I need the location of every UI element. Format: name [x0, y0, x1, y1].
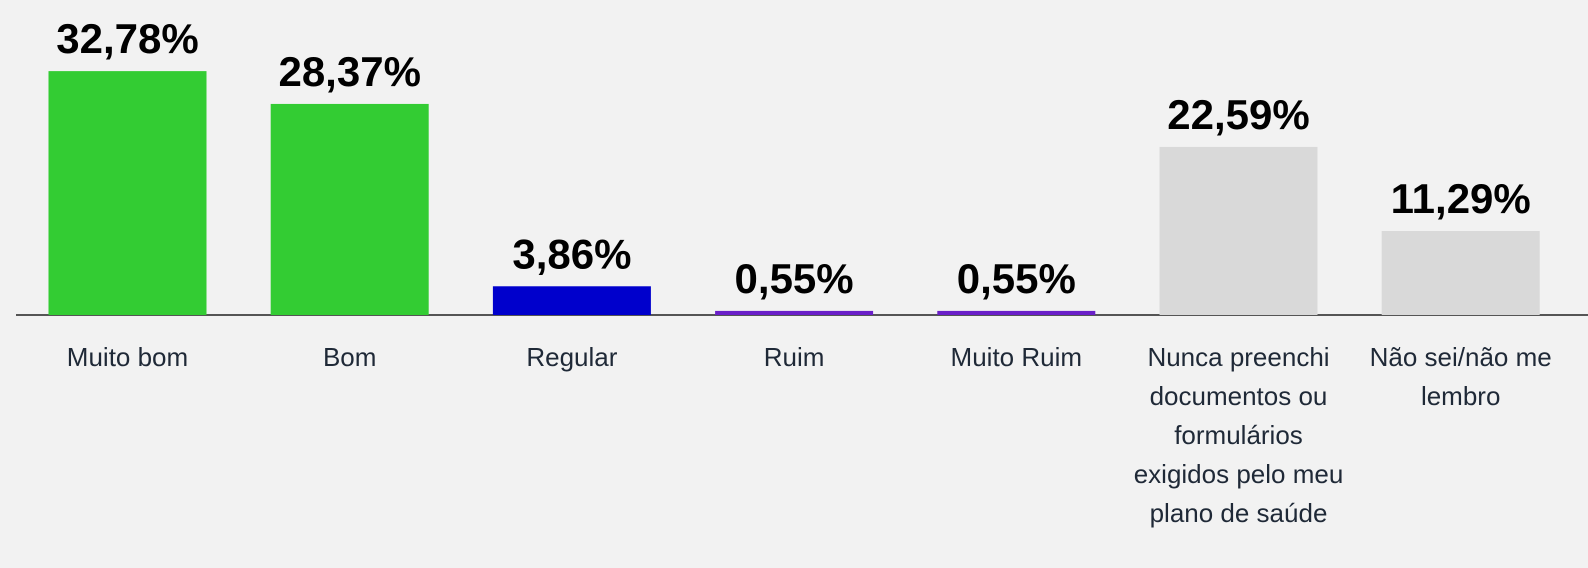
x-tick-label: Bom: [322, 342, 377, 372]
bar: [1381, 231, 1540, 315]
x-tick-label: Muito bom: [66, 342, 189, 372]
bar: [270, 103, 429, 315]
value-label: 32,78%: [56, 15, 198, 62]
bar: [492, 286, 651, 315]
bar: [48, 71, 207, 316]
x-tick-label: Ruim: [763, 342, 825, 372]
bar: [937, 310, 1096, 315]
value-label: 0,55%: [735, 255, 854, 302]
x-tick-label: Muito Ruim: [950, 342, 1083, 372]
x-tick-label: Não sei/não me lembro: [1369, 342, 1552, 411]
x-tick-label: Nunca preenchi documentos ou formulários…: [1133, 342, 1344, 528]
value-label: 11,29%: [1391, 175, 1531, 222]
bar: [715, 310, 874, 315]
value-label: 0,55%: [957, 255, 1076, 302]
x-tick-label: Regular: [526, 342, 618, 372]
value-label: 3,86%: [512, 230, 631, 277]
value-label: 22,59%: [1167, 91, 1309, 138]
value-label: 28,37%: [278, 48, 420, 95]
bar: [1159, 146, 1318, 315]
